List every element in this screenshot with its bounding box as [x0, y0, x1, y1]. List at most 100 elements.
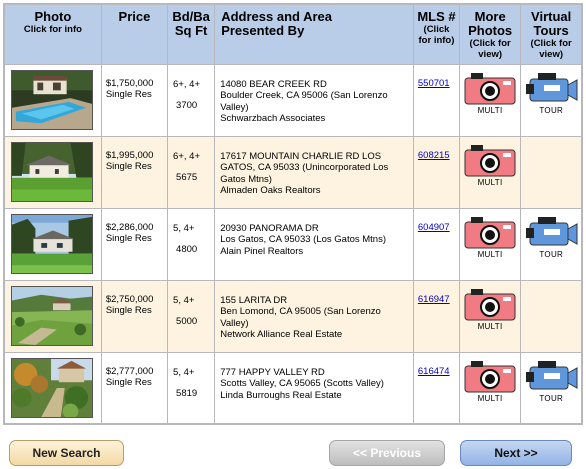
listing-agent: Linda Burroughs Real Estate — [220, 389, 342, 401]
header-beds: Bd/Ba Sq Ft — [167, 3, 216, 65]
more-photos-cell: MULTI — [459, 135, 522, 209]
more-photos-cell: MULTI — [459, 63, 522, 137]
virtual-tour-cell: TOUR — [520, 351, 583, 425]
multi-photo-button[interactable]: MULTI — [463, 71, 517, 117]
virtual-tour-button[interactable]: TOUR — [524, 71, 578, 117]
photo-cell — [3, 207, 102, 281]
header-tours-sub2: view) — [539, 49, 563, 60]
photo-cell — [3, 279, 102, 353]
listing-agent: Schwarzbach Associates — [220, 113, 326, 124]
multi-photo-button[interactable]: MULTI — [463, 287, 517, 333]
listing-sqft: 4800 — [176, 244, 198, 255]
mls-link[interactable]: 608215 — [417, 149, 450, 161]
header-beds-line1: Bd/Ba — [172, 9, 210, 24]
multi-label: MULTI — [477, 177, 503, 187]
more-photos-cell: MULTI — [459, 279, 522, 353]
beds-cell: 6+, 4+ 5675 — [167, 135, 216, 209]
address-cell: 20930 PANORAMA DR Los Gatos, CA 95033 (L… — [214, 207, 414, 281]
mls-link[interactable]: 550701 — [417, 77, 450, 89]
next-button[interactable]: Next >> — [460, 440, 572, 466]
header-more-line1: More — [474, 9, 506, 24]
listing-area: Scotts Valley, CA 95065 (Scotts Valley) — [220, 378, 384, 389]
header-mls: MLS # (Click for info) — [412, 3, 461, 65]
new-search-button[interactable]: New Search — [9, 440, 124, 466]
virtual-tour-button[interactable]: TOUR — [524, 215, 578, 261]
listing-sqft: 3700 — [176, 100, 198, 111]
multi-label: MULTI — [477, 321, 503, 331]
mls-link[interactable]: 616947 — [417, 293, 450, 305]
header-mls-sub2: for info) — [418, 35, 455, 46]
listing-address: 17617 MOUNTAIN CHARLIE RD LOS — [220, 150, 382, 162]
listing-price: $2,750,000 — [105, 293, 154, 305]
listing-address: 20930 PANORAMA DR — [220, 222, 319, 234]
listing-agent: Network Alliance Real Estate — [220, 329, 343, 340]
photo-cell — [3, 351, 102, 425]
listing-agent: Alain Pinel Realtors — [220, 245, 304, 257]
camera-icon — [464, 144, 516, 176]
header-more-sub2: view) — [478, 49, 503, 60]
video-camera-icon — [526, 216, 578, 245]
virtual-tour-button[interactable]: TOUR — [524, 359, 578, 405]
mls-link[interactable]: 604907 — [417, 221, 450, 233]
camera-icon — [464, 72, 516, 104]
more-photos-cell: MULTI — [459, 207, 522, 281]
listing-type: Single Res — [105, 161, 152, 172]
mls-link[interactable]: 616474 — [417, 365, 450, 377]
mls-cell: 616947 — [412, 279, 461, 353]
price-cell: $1,995,000 Single Res — [100, 135, 169, 209]
tour-label: TOUR — [539, 249, 564, 259]
header-more-photos: More Photos (Click for view) — [459, 3, 522, 65]
address-cell: 777 HAPPY VALLEY RD Scotts Valley, CA 95… — [214, 351, 414, 425]
header-tours-sub1: (Click for — [530, 38, 572, 49]
mls-cell: 550701 — [412, 63, 461, 137]
header-beds-line2: Sq Ft — [174, 23, 208, 38]
tour-label: TOUR — [539, 393, 564, 403]
listing-photo-garden[interactable] — [11, 357, 93, 418]
listing-address: 14080 BEAR CREEK RD — [220, 78, 327, 90]
camera-icon — [464, 288, 516, 320]
listing-area: Boulder Creek, CA 95006 (San Lorenzo Val… — [220, 90, 388, 113]
listing-photo-farmhouse[interactable] — [11, 141, 93, 202]
listing-beds-baths: 6+, 4+ — [173, 150, 200, 162]
photo-cell — [3, 135, 102, 209]
mls-cell: 608215 — [412, 135, 461, 209]
camera-icon — [464, 216, 516, 248]
photo-cell — [3, 63, 102, 137]
listing-beds-baths: 5, 4+ — [173, 366, 195, 378]
mls-cell: 616474 — [412, 351, 461, 425]
address-cell: 14080 BEAR CREEK RD Boulder Creek, CA 95… — [214, 63, 414, 137]
header-address: Address and Area Presented By — [214, 3, 414, 65]
multi-photo-button[interactable]: MULTI — [463, 359, 517, 405]
table-row: $2,750,000 Single Res 5, 4+ 5000 155 LAR… — [3, 279, 583, 353]
table-row: $1,750,000 Single Res 6+, 4+ 3700 14080 … — [3, 63, 583, 137]
table-row: $1,995,000 Single Res 6+, 4+ 5675 17617 … — [3, 135, 583, 209]
header-tours-line1: Virtual — [531, 9, 572, 24]
beds-cell: 5, 4+ 5000 — [167, 279, 216, 353]
address-cell: 17617 MOUNTAIN CHARLIE RD LOS GATOS, CA … — [214, 135, 414, 209]
listing-area: Ben Lomond, CA 95005 (San Lorenzo Valley… — [220, 306, 381, 329]
price-cell: $1,750,000 Single Res — [100, 63, 169, 137]
listing-price: $1,995,000 — [105, 149, 154, 161]
table-row: $2,286,000 Single Res 5, 4+ 4800 20930 P… — [3, 207, 583, 281]
listing-photo-panorama[interactable] — [11, 213, 93, 274]
listing-type: Single Res — [105, 233, 152, 244]
listing-sqft: 5675 — [176, 172, 198, 183]
listing-address: 155 LARITA DR — [220, 294, 288, 306]
camera-icon — [464, 360, 516, 392]
previous-button[interactable]: << Previous — [329, 440, 445, 466]
listing-sqft: 5819 — [176, 388, 198, 399]
multi-photo-button[interactable]: MULTI — [463, 143, 517, 189]
listings-table: Photo Click for info Price Bd/Ba Sq Ft A… — [3, 3, 583, 425]
multi-label: MULTI — [477, 105, 503, 115]
address-cell: 155 LARITA DR Ben Lomond, CA 95005 (San … — [214, 279, 414, 353]
listing-photo-meadow[interactable] — [11, 285, 93, 346]
beds-cell: 5, 4+ 5819 — [167, 351, 216, 425]
listing-photo-pool[interactable] — [11, 69, 93, 130]
virtual-tour-cell: TOUR — [520, 207, 583, 281]
virtual-tour-cell — [520, 279, 583, 353]
listing-address: 777 HAPPY VALLEY RD — [220, 366, 325, 378]
multi-photo-button[interactable]: MULTI — [463, 215, 517, 261]
virtual-tour-cell: TOUR — [520, 63, 583, 137]
listing-price: $1,750,000 — [105, 77, 154, 89]
video-camera-icon — [526, 360, 578, 389]
